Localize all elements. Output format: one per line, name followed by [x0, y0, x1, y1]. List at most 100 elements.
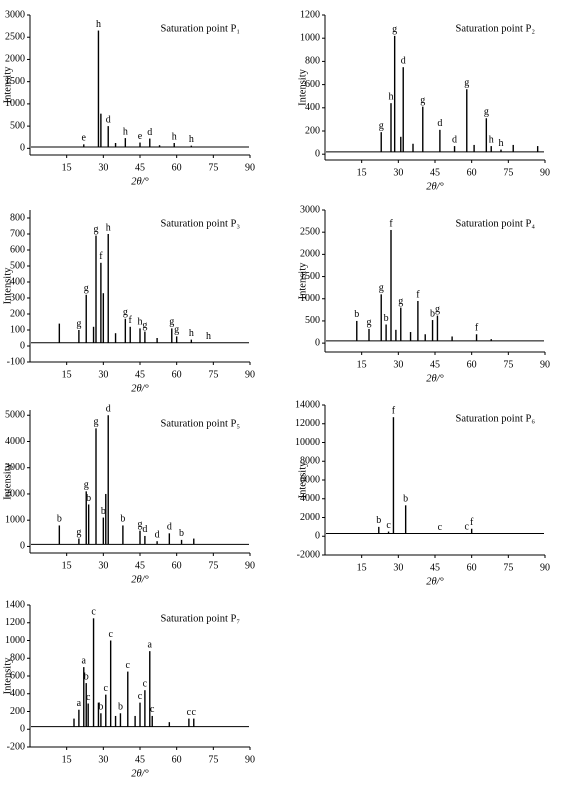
y-tick-label: 5000 [5, 410, 25, 421]
peak-label: c [143, 678, 148, 689]
y-tick-label: 4000 [300, 493, 320, 504]
y-axis-label: Intensity [2, 66, 13, 103]
peak-label: d [106, 404, 111, 415]
peak-label: f [470, 517, 474, 528]
peak-label: h [123, 126, 128, 137]
y-tick-label: 400 [305, 102, 320, 113]
peak-label: g [76, 527, 81, 538]
y-tick-label: -200 [7, 741, 25, 752]
peak-label: a [82, 655, 87, 666]
peak-label: g [76, 318, 81, 329]
x-tick-label: 60 [172, 369, 182, 380]
peak-label: h [189, 328, 194, 339]
peak-label: g [174, 325, 179, 336]
peak-label: b [86, 493, 91, 504]
peak-label: g [142, 320, 147, 331]
x-axis-label: 2θ/° [426, 181, 444, 192]
y-tick-label: 0 [20, 724, 25, 735]
peak-label: h [106, 222, 111, 233]
x-tick-label: 90 [540, 167, 550, 178]
x-tick-label: 75 [208, 560, 218, 571]
x-tick-label: 90 [540, 562, 550, 573]
y-tick-label: 400 [10, 276, 25, 287]
x-tick-label: 15 [357, 562, 367, 573]
x-tick-label: 45 [135, 369, 145, 380]
peak-label: b [98, 702, 103, 713]
peak-label: c [91, 607, 96, 618]
peak-label: f [389, 218, 393, 229]
peak-label: d [106, 114, 111, 125]
peak-label: d [452, 134, 457, 145]
chart-title: Saturation point P₇ [161, 613, 241, 624]
y-tick-label: 0 [315, 337, 320, 348]
peak-label: c [187, 707, 192, 718]
peak-label: h [189, 134, 194, 145]
x-axis-label: 2θ/° [426, 373, 444, 384]
y-tick-label: 1500 [5, 76, 25, 87]
peak-label: d [401, 55, 406, 66]
x-axis-label: 2θ/° [426, 576, 444, 587]
y-tick-label: 3000 [5, 462, 25, 473]
y-tick-label: 400 [10, 688, 25, 699]
y-tick-label: 2500 [300, 226, 320, 237]
peak-label: b [118, 702, 123, 713]
x-tick-label: 30 [393, 167, 403, 178]
y-tick-label: 10000 [295, 437, 320, 448]
x-tick-label: 60 [172, 162, 182, 173]
peak-label: h [389, 91, 394, 102]
y-tick-label: 600 [305, 79, 320, 90]
peak-label: c [86, 692, 91, 703]
peak-label: b [354, 309, 359, 320]
y-axis-label: Intensity [297, 262, 308, 299]
x-tick-label: 75 [503, 562, 513, 573]
x-tick-label: 90 [245, 369, 255, 380]
peak-label: g [138, 519, 143, 530]
peak-label: c [108, 629, 113, 640]
peak-label: f [99, 251, 103, 262]
x-tick-label: 30 [393, 562, 403, 573]
chart-title: Saturation point P₄ [456, 218, 536, 229]
peak-label: d [142, 524, 147, 535]
peak-label: h [499, 138, 504, 149]
y-tick-label: 14000 [295, 399, 320, 410]
x-axis-label: 2θ/° [131, 574, 149, 585]
peak-label: b [120, 514, 125, 525]
y-tick-label: 2000 [300, 249, 320, 260]
peak-label: c [386, 520, 391, 531]
y-axis-label: Intensity [2, 657, 13, 694]
y-tick-label: 1000 [300, 32, 320, 43]
y-tick-label: 800 [10, 653, 25, 664]
peak-label: f [129, 315, 133, 326]
x-tick-label: 30 [98, 754, 108, 765]
x-tick-label: 30 [98, 560, 108, 571]
peak-label: b [179, 528, 184, 539]
x-tick-label: 90 [245, 754, 255, 765]
y-axis-label: Intensity [297, 68, 308, 105]
peak-label: g [84, 480, 89, 491]
peak-label: b [376, 515, 381, 526]
y-tick-label: 200 [10, 308, 25, 319]
peak-label: g [435, 304, 440, 315]
x-tick-label: 60 [467, 562, 477, 573]
x-tick-label: 30 [393, 359, 403, 370]
peak-label: g [84, 283, 89, 294]
peak-label: h [172, 131, 177, 142]
chart-title: Saturation point P₁ [161, 23, 241, 34]
x-tick-label: 75 [208, 369, 218, 380]
y-tick-label: 600 [10, 244, 25, 255]
peak-label: g [392, 24, 397, 35]
x-tick-label: 60 [467, 359, 477, 370]
peak-label: e [82, 133, 87, 144]
y-tick-label: 1000 [5, 635, 25, 646]
peak-label: g [123, 307, 128, 318]
x-tick-label: 30 [98, 162, 108, 173]
y-tick-label: 100 [10, 324, 25, 335]
chart-title: Saturation point P₆ [456, 413, 536, 424]
peak-label: g [379, 283, 384, 294]
y-tick-label: 0 [20, 340, 25, 351]
y-tick-label: 1200 [5, 617, 25, 628]
peak-label: c [150, 704, 155, 715]
peak-label: d [437, 118, 442, 129]
y-tick-label: 3000 [300, 204, 320, 215]
peak-label: c [138, 691, 143, 702]
